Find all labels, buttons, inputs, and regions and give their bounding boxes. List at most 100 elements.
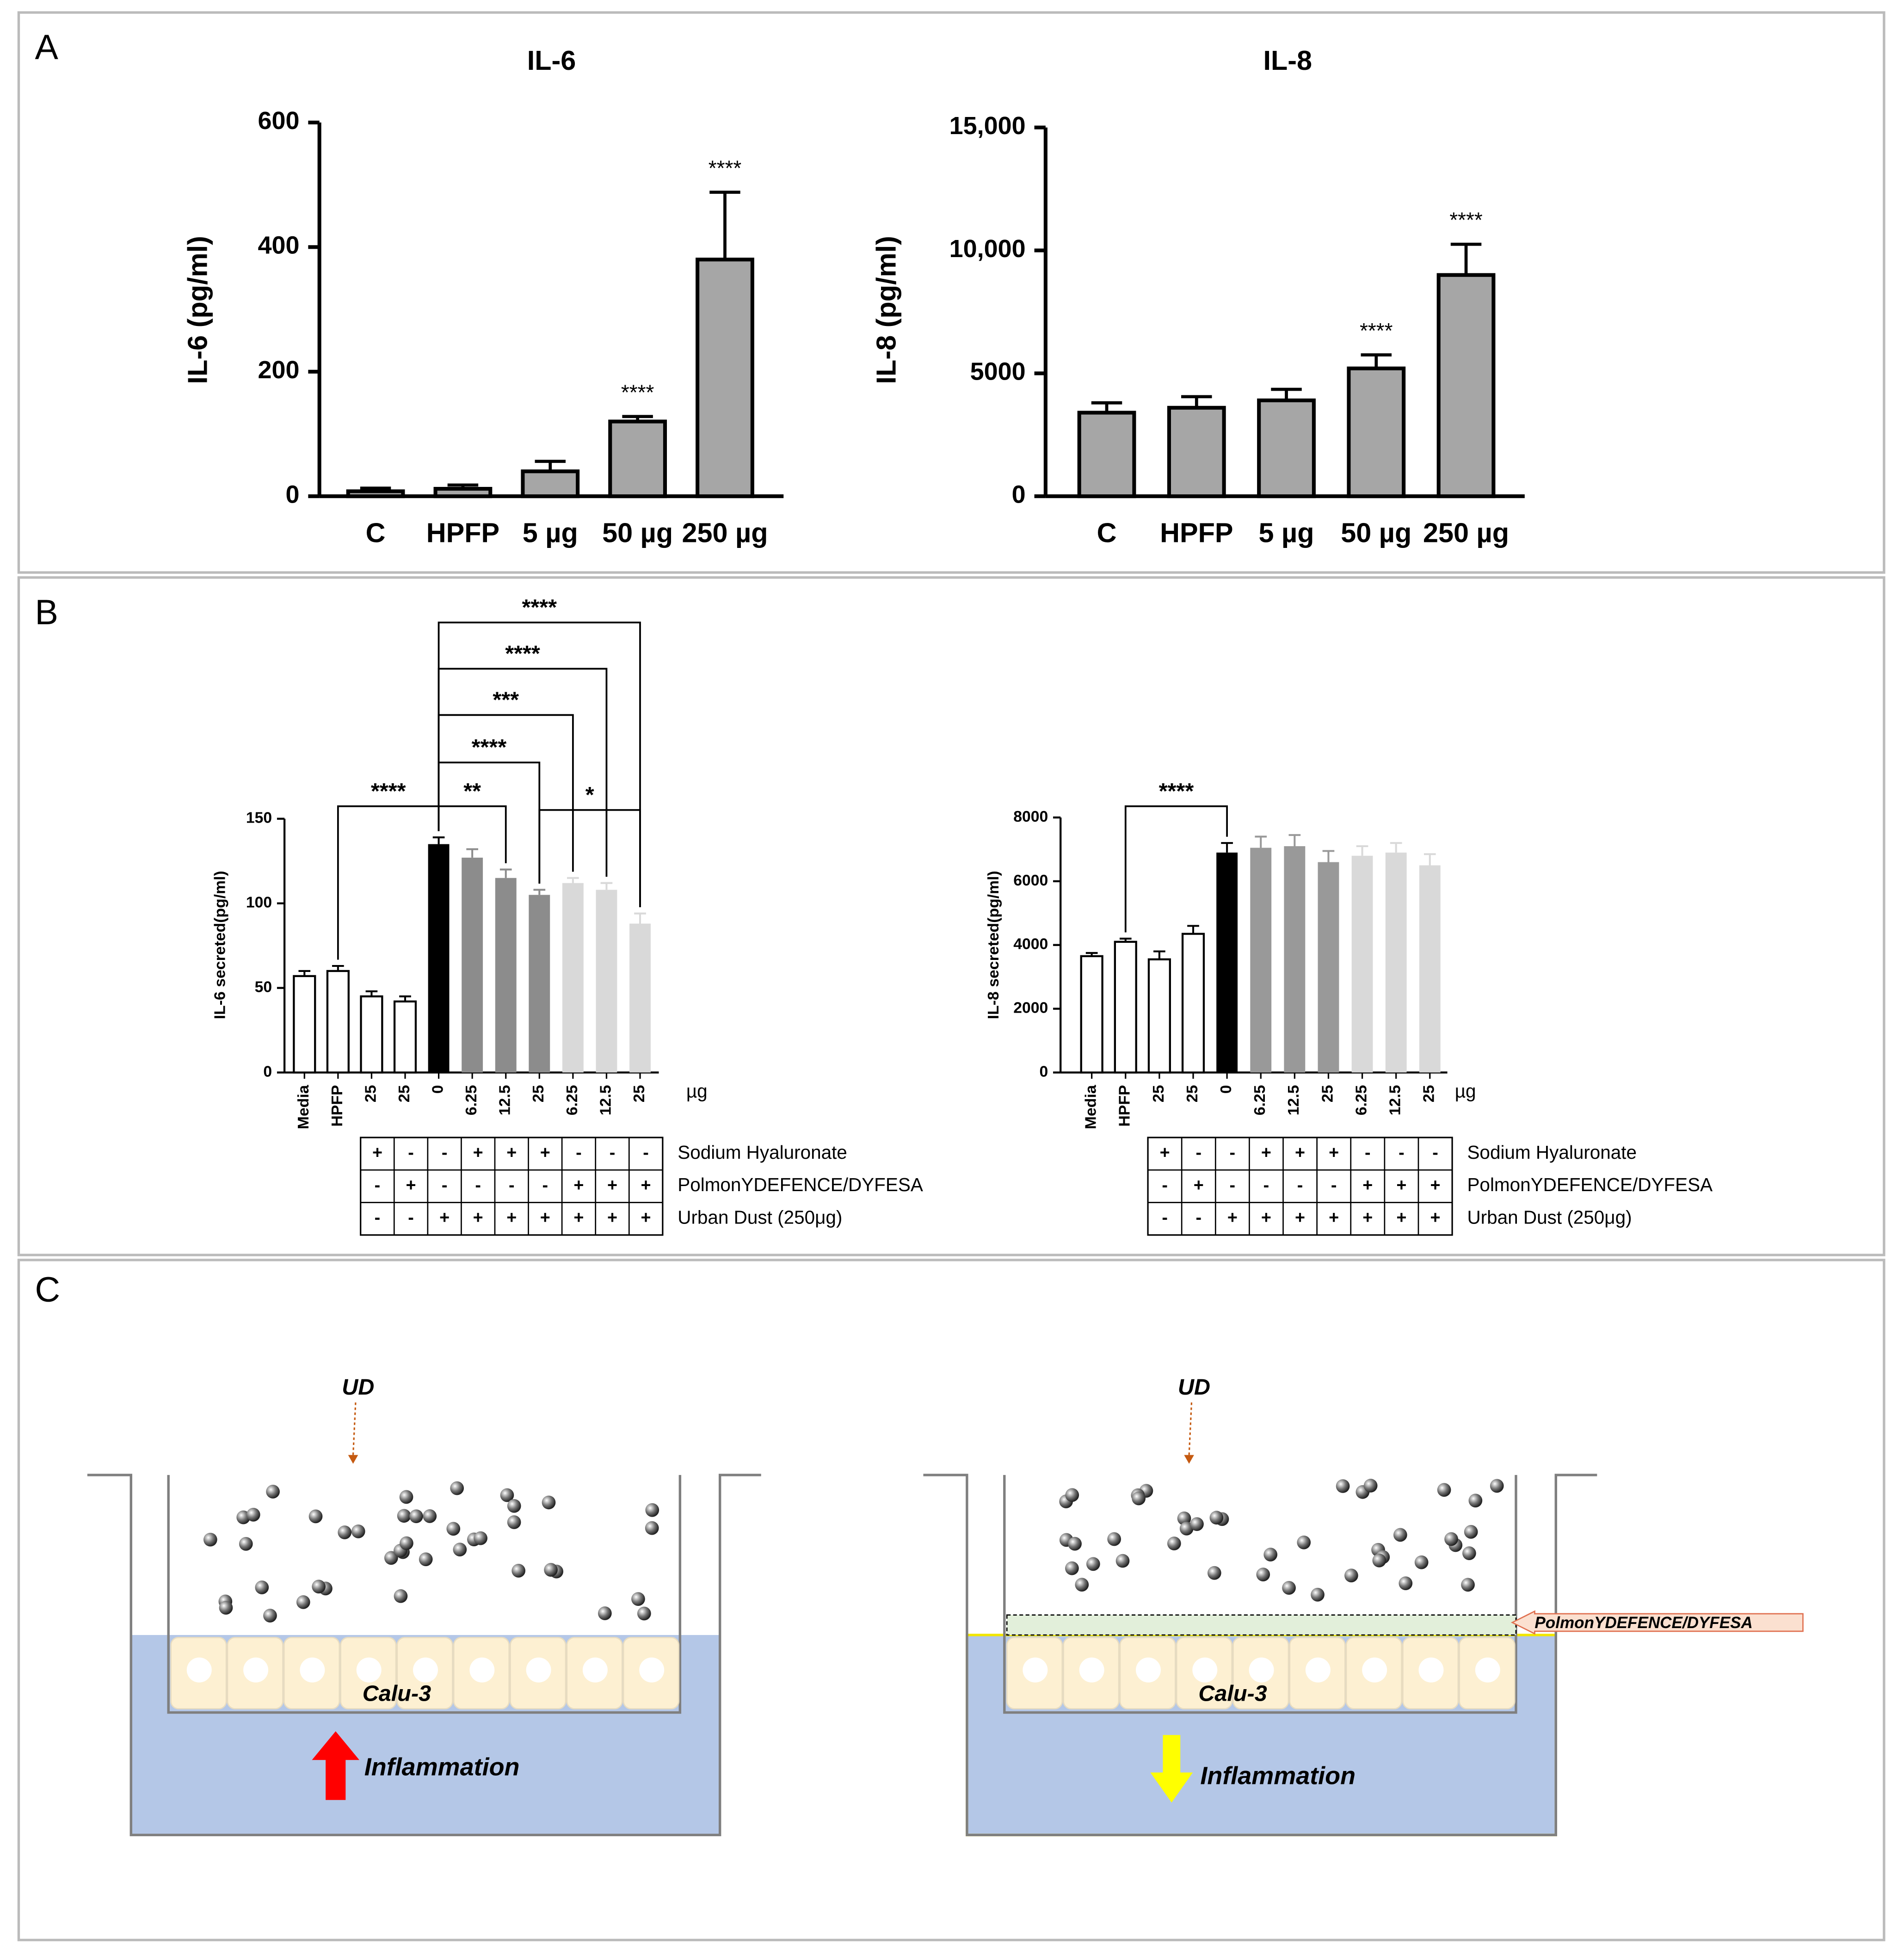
chart-title: IL-8 [1263,45,1312,76]
nucleus [1475,1657,1500,1683]
particle [1086,1557,1100,1571]
y-axis-label: IL-8 secreted(pg/ml) [985,871,1002,1019]
particle [1363,1479,1378,1493]
table-cell: + [540,1208,550,1228]
error-bar [1288,834,1301,847]
ud-arrow-head [1184,1455,1194,1464]
bar [1436,273,1496,498]
particle [1065,1488,1079,1502]
table-cell: + [1362,1208,1373,1228]
particle [296,1595,310,1609]
particle [1444,1532,1458,1546]
table-cell: - [475,1175,481,1195]
table-cell: - [509,1175,515,1195]
error-bar [432,836,445,844]
bar [1284,846,1306,1073]
table-cell: + [406,1175,416,1195]
table-cell: + [1261,1143,1271,1162]
table-cell: - [1331,1175,1337,1195]
x-tick-label: HPFP [426,517,499,548]
particle [384,1551,398,1565]
table-frame [1147,1137,1453,1236]
y-tick-label: 400 [258,232,299,259]
nucleus [1305,1657,1331,1683]
nucleus [1362,1657,1387,1683]
particle [1167,1537,1181,1550]
bar [696,258,754,498]
error-bar [567,877,579,883]
table-cell: + [439,1208,450,1228]
particle [1263,1548,1278,1562]
table-cell: + [1396,1175,1406,1195]
particle [453,1543,467,1557]
x-tick-label: 25 [1183,1085,1201,1102]
table-cell: + [540,1143,550,1162]
nucleus [639,1657,665,1683]
error-bar [1153,950,1165,959]
barrier-label: PolmonYDEFENCE/DYFESA [1534,1614,1752,1632]
table-cell: - [542,1175,548,1195]
y-tick-label: 0 [1039,1063,1048,1080]
row-label: PolmonYDEFENCE/DYFESA [1467,1174,1713,1195]
x-tick-label: 250 µg [1423,517,1509,548]
table-cell: - [1162,1175,1168,1195]
panel-frame [17,1259,1886,1942]
y-tick-label: 100 [246,894,272,911]
particle [409,1509,423,1524]
bar [1385,852,1407,1073]
y-tick-label: 0 [285,480,299,508]
particle [474,1531,487,1545]
error-bar [1390,842,1402,853]
y-tick-label: 4000 [1013,935,1048,953]
ud-arrow [352,1402,357,1455]
x-tick-label: 25 [395,1085,413,1102]
panel-label: A [35,28,59,67]
table-cell: - [1230,1143,1236,1162]
x-tick-label: HPFP [1116,1085,1134,1126]
y-tick-label: 5000 [970,358,1026,386]
table-cell: - [1365,1143,1371,1162]
particle [1297,1535,1311,1549]
significance-label: **** [505,641,540,666]
table-cell: + [1295,1208,1305,1228]
significance-label: ** [463,779,481,804]
table-cell: + [506,1143,517,1162]
x-tick-label: 6.25 [1251,1085,1269,1115]
nucleus [1249,1657,1274,1683]
x-tick-label: 25 [630,1085,648,1102]
particle [1311,1587,1325,1602]
particle [1115,1554,1130,1568]
table-cell: + [607,1175,617,1195]
table-cell: + [573,1208,584,1228]
particle [446,1522,461,1536]
particle [1372,1553,1386,1568]
particle [542,1495,556,1510]
error-bar [709,191,740,260]
table-frame [360,1137,664,1236]
particle [1282,1581,1296,1595]
bar [1257,398,1316,498]
significance-label: **** [522,595,557,620]
particle [1179,1521,1194,1536]
panel-frame [17,11,1886,574]
well-outline [87,1474,761,1837]
unit-label: µg [686,1080,708,1101]
particle [511,1564,525,1578]
up-arrow [312,1731,359,1800]
nucleus [582,1657,608,1683]
bar [360,995,383,1074]
particle [631,1592,645,1606]
error-bar [535,460,566,472]
table-cell: - [643,1143,649,1162]
bar [1216,852,1238,1073]
effect-label: Inflammation [1200,1762,1356,1789]
bar [629,923,651,1073]
y-tick-label: 50 [255,978,272,996]
significance-label: *** [493,687,519,712]
table-cell: - [408,1143,414,1162]
particle [1075,1578,1089,1592]
particle [1464,1525,1478,1539]
x-tick-label: 25 [1420,1085,1438,1102]
table-cell: - [1263,1175,1269,1195]
particle [1107,1532,1121,1546]
